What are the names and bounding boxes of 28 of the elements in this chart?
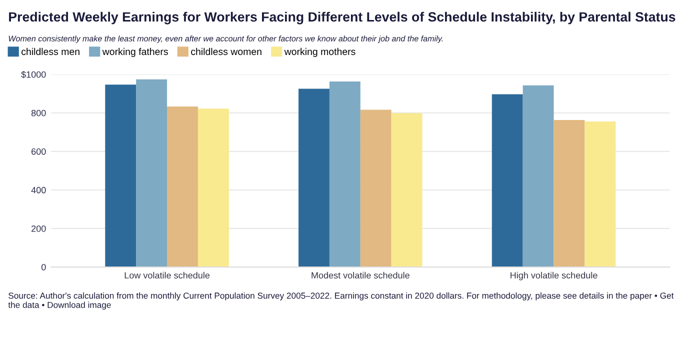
- y-tick-label: 400: [31, 186, 46, 194]
- bar: [522, 85, 554, 268]
- x-tick-label: High volatile schedule: [510, 272, 598, 280]
- legend-label: working mothers: [284, 48, 356, 57]
- legend-label: childless women: [191, 48, 262, 56]
- y-tick-label: 800: [31, 110, 46, 116]
- bar: [198, 108, 229, 268]
- x-tick-label: Modest volatile schedule: [312, 272, 410, 279]
- bar: [329, 81, 360, 268]
- y-tick-label: 200: [32, 225, 46, 232]
- x-tick-label: Low volatile schedule: [124, 272, 210, 279]
- bar: [492, 94, 523, 268]
- bar: [136, 79, 168, 268]
- bar: [298, 88, 330, 268]
- bar: [360, 110, 392, 268]
- chart-title: Predicted Weekly Earnings for Workers Facing Different Levels of Schedule Instability, by Parental Status: [9, 12, 676, 24]
- y-tick-label: 600: [32, 148, 46, 155]
- bar: [391, 113, 422, 268]
- bar: [167, 106, 198, 268]
- legend-label: childless men: [22, 48, 80, 56]
- legend-label: working fathers: [102, 48, 168, 57]
- chart-subtitle: Women consistently make the least money, even after we account for other factors we know about their job and the family.: [8, 35, 443, 43]
- bar: [554, 120, 585, 268]
- bar: [105, 84, 136, 268]
- y-tick-label: 0: [41, 264, 46, 270]
- bar: [584, 122, 616, 268]
- y-tick-label: $1000: [21, 70, 46, 78]
- source-note: Source: Author's calculation from the monthly Current Population Survey 2005–2022. Earnings constant in 2020 dollars. For methodology, please see details in the paper • Get the data • Download image: [8, 292, 674, 310]
